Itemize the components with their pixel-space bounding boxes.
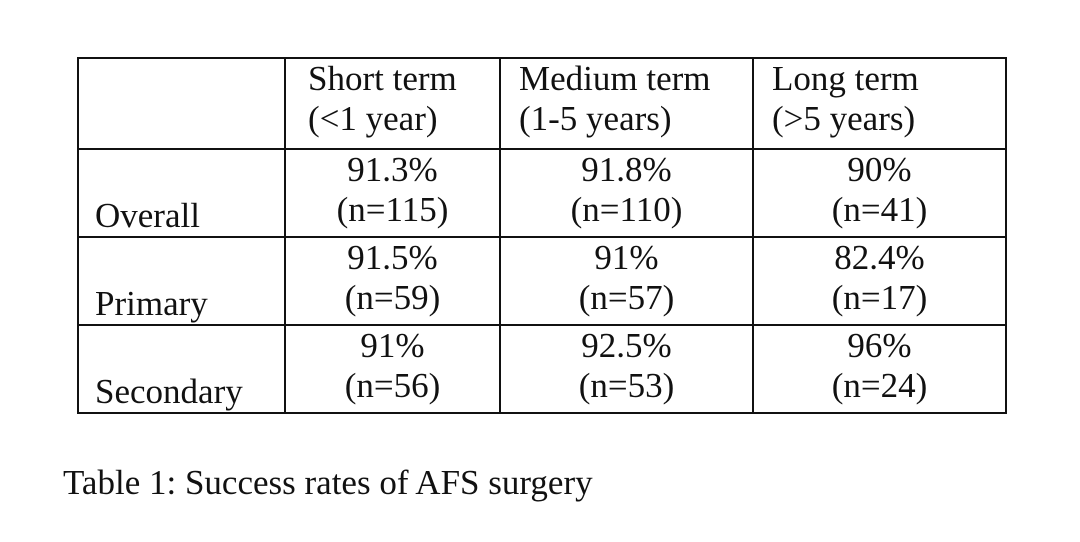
cell-count: (n=24) (831, 366, 928, 405)
header-short-term: Short term (<1 year) (284, 57, 501, 150)
table-cell: 91.5% (n=59) (284, 236, 501, 326)
table-row-overall: Overall 91.3% (n=115) 91.8% (n=110) 90% … (77, 148, 1007, 238)
cell-count: (n=57) (578, 278, 675, 317)
cell-rate: 82.4% (834, 238, 925, 277)
cell-count: (n=17) (831, 278, 928, 317)
cell-rate: 90% (847, 150, 912, 189)
table-row-primary: Primary 91.5% (n=59) 91% (n=57) 82.4% (n… (77, 236, 1007, 326)
row-label: Secondary (77, 324, 286, 414)
success-rates-table: Short term (<1 year) Medium term (1-5 ye… (77, 57, 1007, 414)
cell-rate: 91.8% (581, 150, 672, 189)
row-label: Overall (77, 148, 286, 238)
table-cell: 82.4% (n=17) (752, 236, 1007, 326)
cell-rate: 96% (847, 326, 912, 365)
cell-rate: 91.5% (347, 238, 438, 277)
cell-count: (n=56) (344, 366, 441, 405)
cell-rate: 91% (360, 326, 425, 365)
cell-rate: 91% (594, 238, 659, 277)
cell-rate: 91.3% (347, 150, 438, 189)
table-cell: 90% (n=41) (752, 148, 1007, 238)
table-caption: Table 1: Success rates of AFS surgery (63, 463, 593, 502)
header-label: Short term (308, 59, 457, 98)
header-sublabel: (>5 years) (772, 99, 916, 138)
cell-count: (n=115) (336, 190, 449, 229)
header-label: Medium term (519, 59, 711, 98)
cell-count: (n=41) (831, 190, 928, 229)
table-header-row: Short term (<1 year) Medium term (1-5 ye… (77, 57, 1007, 150)
header-corner-cell (77, 57, 286, 150)
table-cell: 92.5% (n=53) (499, 324, 754, 414)
cell-count: (n=110) (570, 190, 683, 229)
table-cell: 91% (n=57) (499, 236, 754, 326)
header-medium-term: Medium term (1-5 years) (499, 57, 754, 150)
table-cell: 91% (n=56) (284, 324, 501, 414)
table-cell: 91.8% (n=110) (499, 148, 754, 238)
table-cell: 91.3% (n=115) (284, 148, 501, 238)
header-label: Long term (772, 59, 919, 98)
header-sublabel: (<1 year) (308, 99, 438, 138)
cell-rate: 92.5% (581, 326, 672, 365)
header-long-term: Long term (>5 years) (752, 57, 1007, 150)
row-label: Primary (77, 236, 286, 326)
table-row-secondary: Secondary 91% (n=56) 92.5% (n=53) 96% (n… (77, 324, 1007, 414)
table-cell: 96% (n=24) (752, 324, 1007, 414)
cell-count: (n=53) (578, 366, 675, 405)
cell-count: (n=59) (344, 278, 441, 317)
header-sublabel: (1-5 years) (519, 99, 672, 138)
